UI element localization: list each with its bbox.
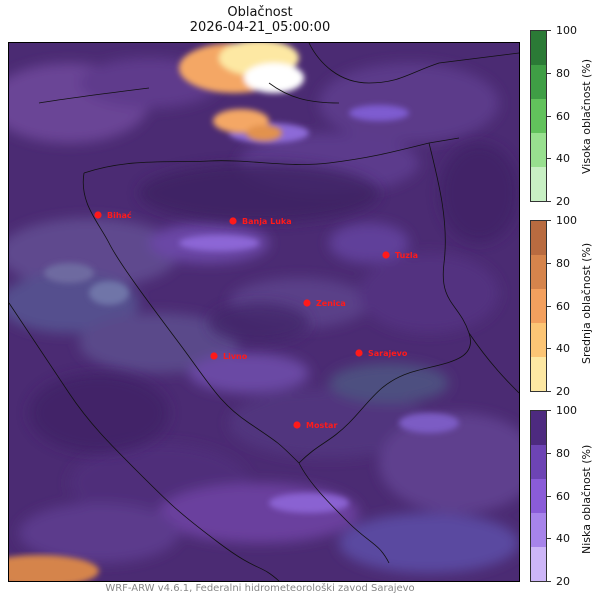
colorbar-tick-mark [547, 391, 551, 392]
colorbar [530, 30, 547, 202]
map-datetime: 2026-04-21_05:00:00 [189, 20, 331, 35]
map-title-block: Oblačnost 2026-04-21_05:00:00 [0, 5, 520, 35]
colorbar-title: Visoka oblačnost (%) [580, 58, 593, 174]
colorbar-tick-label: 40 [556, 532, 570, 546]
colorbar [530, 220, 547, 392]
colorbar [530, 410, 547, 582]
colorbar-tick-label: 100 [556, 404, 577, 417]
colorbar-tick-label: 100 [556, 24, 577, 37]
colorbar-tick-mark [547, 201, 551, 202]
low-cloud-bright-streaks [44, 105, 459, 513]
mid-cloud-top [179, 43, 304, 141]
city-markers: Bihać Banja Luka Tuzla Zenica Livno Sarajevo M… [94, 210, 418, 430]
colorbar-tick-mark [547, 158, 551, 160]
colorbar-title: Srednja oblačnost (%) [580, 242, 593, 364]
colorbar-tick-mark [547, 452, 551, 454]
colorbar-title: Niska oblačnost (%) [580, 444, 593, 554]
colorbar-tick-label: 40 [556, 342, 570, 356]
colorbar-tick-mark [547, 305, 551, 307]
city-label: Sarajevo [368, 349, 408, 358]
footer-credit: WRF-ARW v4.6.1, Federalni hidrometeorolo… [105, 583, 415, 594]
city-label: Zenica [316, 299, 346, 308]
colorbar-tick-mark [547, 262, 551, 264]
colorbar-tick-mark [547, 495, 551, 497]
colorbar-tick-label: 60 [556, 109, 570, 123]
colorbar-tick-label: 20 [556, 575, 570, 588]
cloud-cover-map: Bihać Banja Luka Tuzla Zenica Livno Sarajevo M… [8, 42, 520, 582]
colorbar-tick-mark [547, 220, 551, 221]
borders [9, 43, 519, 581]
city-label: Tuzla [395, 251, 418, 260]
low-cloud-dark-areas [29, 143, 519, 453]
colorbar-tick-label: 60 [556, 489, 570, 503]
colorbar-tick-mark [547, 72, 551, 74]
colorbar-tick-label: 20 [556, 195, 570, 208]
colorbar-tick-label: 40 [556, 152, 570, 166]
city-label: Mostar [306, 421, 337, 430]
colorbar-tick-mark [547, 115, 551, 117]
map-canvas: Bihać Banja Luka Tuzla Zenica Livno Sarajevo M… [9, 43, 519, 581]
map-title: Oblačnost [227, 5, 293, 20]
colorbar-tick-label: 60 [556, 299, 570, 313]
city-marker [210, 352, 218, 360]
colorbar-tick-mark [547, 410, 551, 411]
mid-cloud-bottom-left [9, 555, 99, 581]
colorbar-tick-label: 80 [556, 256, 570, 270]
colorbar-tick-label: 100 [556, 214, 577, 227]
city-marker [229, 217, 237, 225]
city-label: Bihać [107, 210, 132, 220]
colorbar-tick-label: 80 [556, 446, 570, 460]
city-marker [303, 299, 311, 307]
colorbar-tick-mark [547, 581, 551, 582]
colorbar-tick-mark [547, 348, 551, 350]
colorbar-tick-label: 20 [556, 385, 570, 398]
city-marker [355, 349, 363, 357]
colorbar-tick-label: 80 [556, 66, 570, 80]
city-label: Banja Luka [242, 217, 292, 226]
colorbar-tick-mark [547, 538, 551, 540]
colorbar-tick-mark [547, 30, 551, 31]
city-marker [382, 251, 390, 259]
city-marker [94, 211, 102, 219]
city-marker [293, 421, 301, 429]
city-label: Livno [223, 352, 248, 361]
